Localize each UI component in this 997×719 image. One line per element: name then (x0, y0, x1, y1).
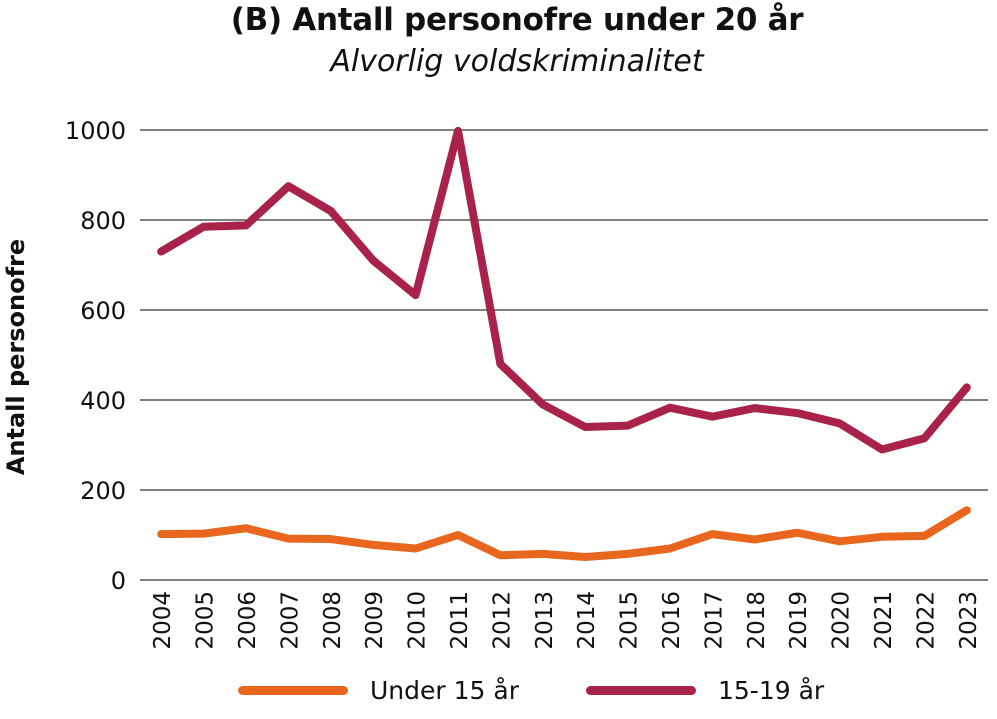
y-tick-labels: 0 200 400 600 800 1000 (65, 117, 126, 595)
series-line-under-15 (157, 506, 971, 562)
x-tick-label: 2019 (786, 591, 812, 650)
x-tick-label: 2005 (193, 591, 219, 650)
x-tick-label: 2017 (701, 591, 727, 650)
x-tick-label: 2013 (532, 591, 558, 650)
x-tick-label: 2004 (150, 591, 176, 650)
y-tick-label: 800 (80, 207, 126, 235)
x-tick-label: 2008 (320, 591, 346, 650)
chart-subtitle: Alvorlig voldskriminalitet (330, 44, 704, 79)
legend-swatch-15-19 (586, 685, 696, 695)
y-tick-label: 200 (80, 477, 126, 505)
gridlines (140, 129, 988, 581)
x-tick-label: 2018 (744, 591, 770, 650)
x-tick-label: 2011 (447, 591, 473, 650)
legend-label-under-15: Under 15 år (370, 675, 519, 705)
x-tick-label: 2009 (362, 591, 388, 650)
legend-swatch-under-15 (238, 685, 348, 695)
x-tick-label: 2021 (871, 591, 897, 650)
legend-label-15-19: 15-19 år (718, 675, 825, 705)
x-tick-label: 2010 (405, 591, 431, 650)
x-tick-label: 2012 (489, 591, 515, 650)
legend-item-15-19: 15-19 år (586, 668, 824, 712)
chart-title: (B) Antall personofre under 20 år (230, 2, 804, 38)
series-line-15-19 (157, 126, 971, 454)
x-tick-label: 2016 (659, 591, 685, 650)
x-tick-labels: 2004 2005 2006 2007 2008 2009 2010 2011 2012 2013… (150, 591, 982, 650)
x-tick-label: 2007 (277, 591, 303, 650)
legend: Under 15 år 15-19 år (0, 668, 997, 712)
x-tick-label: 2023 (956, 591, 982, 650)
legend-item-under-15: Under 15 år (238, 668, 519, 712)
x-tick-label: 2020 (829, 591, 855, 650)
y-tick-label: 400 (80, 387, 126, 415)
y-tick-label: 1000 (65, 117, 126, 145)
y-tick-label: 600 (80, 297, 126, 325)
y-tick-label: 0 (111, 567, 126, 595)
x-tick-label: 2014 (574, 591, 600, 650)
x-tick-label: 2015 (617, 591, 643, 650)
x-tick-label: 2022 (913, 591, 939, 650)
x-tick-label: 2006 (235, 591, 261, 650)
series-lines (157, 126, 971, 562)
